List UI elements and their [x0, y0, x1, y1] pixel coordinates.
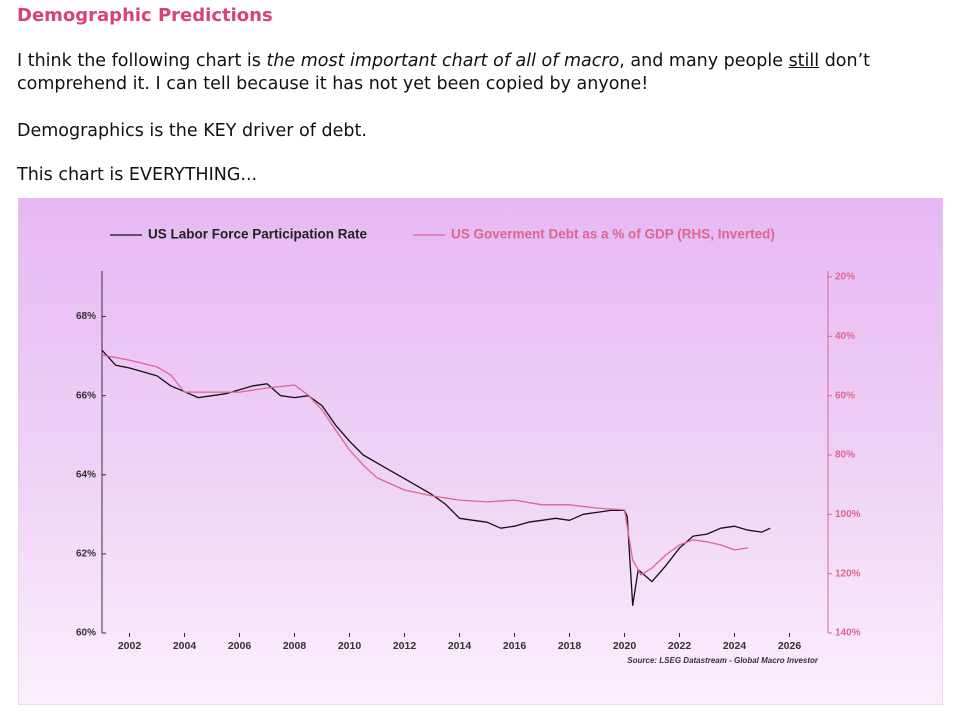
- x-tick-label: 2006: [228, 640, 252, 652]
- y2-tick-label: 60%: [835, 390, 855, 401]
- x-tick-label: 2026: [778, 640, 802, 652]
- chart-background: [17, 197, 944, 706]
- chart: 60% 62% 64% 66% 68% 20% 40% 60% 80% 100% 120% 140% 2…: [17, 197, 944, 706]
- paragraph: This chart is EVERYTHING...: [17, 164, 937, 187]
- text: , and many people: [619, 51, 789, 71]
- x-tick-label: 2016: [503, 640, 527, 652]
- y-tick-label: 68%: [76, 311, 96, 322]
- x-tick-label: 2022: [668, 640, 692, 652]
- text: I think the following chart is: [17, 51, 267, 71]
- x-tick-label: 2010: [338, 640, 362, 652]
- x-tick-label: 2014: [448, 640, 472, 652]
- paragraph: I think the following chart is the most …: [17, 50, 937, 96]
- y2-tick-label: 20%: [835, 272, 855, 283]
- text: This chart is EVERYTHING...: [17, 165, 258, 185]
- source-note: Source: LSEG Datastream - Global Macro I…: [627, 656, 819, 665]
- x-tick-label: 2012: [393, 640, 417, 652]
- series-line: [101, 349, 771, 606]
- y-tick-label: 64%: [76, 469, 96, 480]
- x-tick-label: 2018: [558, 640, 582, 652]
- series-line: [101, 354, 749, 576]
- x-tick-label: 2002: [118, 640, 142, 652]
- y-tick-label: 60%: [76, 628, 96, 639]
- x-tick-label: 2020: [613, 640, 637, 652]
- y2-tick-label: 40%: [835, 331, 855, 342]
- y-tick-label: 66%: [76, 390, 96, 401]
- underline: still: [788, 51, 820, 71]
- y2-tick-label: 120%: [835, 568, 861, 579]
- x-tick-label: 2024: [723, 640, 747, 652]
- y2-tick-label: 80%: [835, 450, 855, 461]
- x-tick-label: 2004: [173, 640, 197, 652]
- text: Demographics is the KEY driver of debt.: [17, 121, 367, 141]
- legend-label: US Goverment Debt as a % of GDP (RHS, In…: [451, 227, 775, 242]
- legend-label: US Labor Force Participation Rate: [148, 227, 368, 242]
- x-tick-label: 2008: [283, 640, 307, 652]
- paragraph: Demographics is the KEY driver of debt.: [17, 120, 937, 143]
- emphasis: the most important chart of all of macro: [266, 51, 620, 71]
- y2-tick-label: 140%: [835, 628, 861, 639]
- y2-tick-label: 100%: [835, 509, 861, 520]
- text: don’t comprehend it. I can tell because …: [17, 51, 871, 94]
- y-tick-label: 62%: [76, 549, 96, 560]
- chart-image: 60% 62% 64% 66% 68% 20% 40% 60% 80% 100% 120% 140% 2…: [17, 197, 944, 706]
- heading: Demographic Predictions: [17, 5, 273, 26]
